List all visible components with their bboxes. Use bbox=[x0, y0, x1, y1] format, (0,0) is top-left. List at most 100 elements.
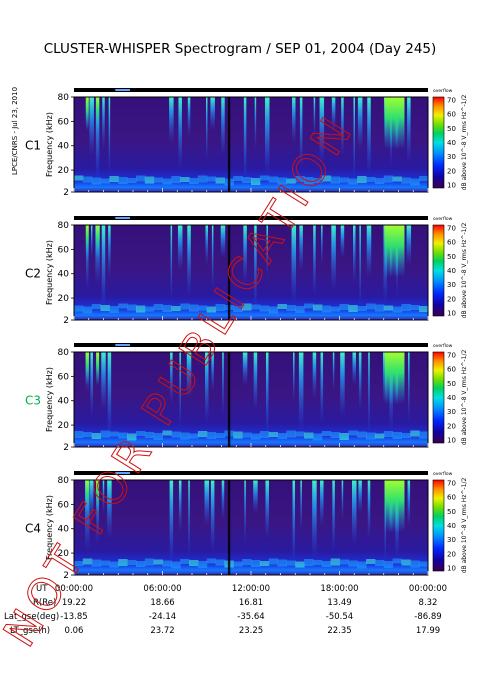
burst-mark bbox=[353, 97, 355, 181]
low-frequency-band-cell bbox=[197, 431, 208, 437]
low-frequency-band-cell bbox=[100, 178, 110, 184]
burst-mark bbox=[170, 352, 173, 405]
low-frequency-band-cell bbox=[277, 304, 287, 309]
burst-mark bbox=[108, 97, 111, 175]
burst-mark bbox=[340, 225, 345, 259]
burst-mark bbox=[366, 225, 372, 278]
burst-mark bbox=[313, 225, 316, 297]
x-axis-value: 18.66 bbox=[150, 598, 174, 608]
low-frequency-band-cell bbox=[383, 431, 394, 437]
low-frequency-band-cell bbox=[242, 177, 252, 183]
low-frequency-band-cell bbox=[268, 558, 279, 565]
burst-mark bbox=[358, 352, 362, 411]
emission-mark bbox=[384, 352, 392, 405]
y-axis-label: Frequency (kHz) bbox=[45, 495, 54, 560]
burst-mark bbox=[178, 97, 182, 169]
low-frequency-band-cell bbox=[419, 306, 429, 312]
colorbar-tick-label: 10 bbox=[447, 310, 456, 318]
emission-mark bbox=[85, 352, 89, 386]
colorbar-tick-label: 20 bbox=[447, 550, 456, 558]
burst-mark bbox=[210, 97, 215, 131]
low-frequency-band-cell bbox=[286, 178, 296, 184]
low-frequency-band-cell bbox=[135, 305, 146, 313]
low-frequency-band-cell bbox=[127, 304, 137, 311]
burst-mark bbox=[222, 352, 224, 417]
y-tick-label: 80 bbox=[58, 476, 70, 486]
low-frequency-band-cell bbox=[109, 176, 119, 182]
low-frequency-band-cell bbox=[251, 178, 261, 185]
colorbar-tick-label: 10 bbox=[447, 437, 456, 445]
burst-mark bbox=[254, 97, 257, 150]
low-frequency-band-cell bbox=[259, 431, 270, 438]
low-frequency-band-cell bbox=[277, 433, 287, 439]
low-frequency-band-cell bbox=[197, 305, 208, 311]
low-frequency-band-cell bbox=[118, 177, 128, 184]
low-frequency-band-cell bbox=[118, 432, 128, 439]
y-tick-label: 60 bbox=[58, 117, 70, 127]
emission-mark bbox=[96, 480, 100, 514]
low-frequency-band-cell bbox=[366, 432, 376, 440]
y-tick-label: 20 bbox=[58, 549, 70, 559]
burst-mark bbox=[320, 480, 324, 526]
low-frequency-band-cell bbox=[419, 561, 429, 567]
x-axis-value: 00:00:00 bbox=[55, 584, 93, 594]
burst-mark bbox=[101, 352, 106, 411]
colorbar-overflow-label: overflow bbox=[433, 471, 453, 477]
low-frequency-band-cell bbox=[339, 304, 349, 310]
low-frequency-band-cell bbox=[144, 432, 155, 438]
x-axis-value: 00:00:00 bbox=[409, 584, 447, 594]
burst-mark bbox=[187, 97, 191, 137]
low-frequency-band-cell bbox=[357, 306, 367, 311]
burst-mark bbox=[358, 480, 362, 514]
burst-mark bbox=[332, 480, 335, 552]
burst-mark bbox=[89, 480, 94, 520]
low-frequency-band-cell bbox=[259, 561, 270, 566]
burst-mark bbox=[101, 225, 106, 309]
burst-mark bbox=[107, 480, 112, 539]
x-axis-value: 13.49 bbox=[327, 598, 351, 608]
low-frequency-band-cell bbox=[242, 559, 252, 565]
colorbar-tick-label: 50 bbox=[447, 125, 456, 133]
low-frequency-band-cell bbox=[419, 176, 429, 181]
burst-mark bbox=[102, 480, 105, 514]
colorbar-tick-label: 60 bbox=[447, 366, 456, 374]
burst-mark bbox=[352, 352, 356, 386]
low-frequency-band-cell bbox=[233, 306, 243, 312]
burst-mark bbox=[186, 352, 192, 398]
low-frequency-band-cell bbox=[277, 177, 287, 185]
burst-mark bbox=[221, 97, 225, 156]
emission-mark bbox=[96, 97, 100, 131]
low-frequency-band-cell bbox=[206, 558, 217, 564]
y-tick-label: 80 bbox=[58, 93, 70, 103]
burst-mark bbox=[90, 352, 93, 417]
colorbar-tick-label: 40 bbox=[447, 267, 456, 275]
burst-mark bbox=[320, 352, 324, 424]
burst-mark bbox=[204, 480, 209, 526]
status-bar-segment bbox=[115, 472, 131, 474]
low-frequency-band-cell bbox=[348, 430, 358, 436]
colorbar-overflow-label: overflow bbox=[433, 88, 453, 94]
low-frequency-band-cell bbox=[410, 305, 420, 310]
low-frequency-band-cell bbox=[330, 306, 340, 312]
low-frequency-band-cell bbox=[410, 430, 420, 437]
low-frequency-band-cell bbox=[91, 304, 102, 309]
low-frequency-band-cell bbox=[74, 175, 84, 181]
low-frequency-band-cell bbox=[374, 560, 385, 566]
low-frequency-band-cell bbox=[339, 559, 349, 565]
burst-mark bbox=[299, 97, 303, 169]
burst-mark bbox=[292, 480, 296, 564]
low-frequency-band-cell bbox=[392, 176, 402, 182]
panel-c4: 80 60 40 20 2 Frequency (kHz) C4 overflow 70 60 50… bbox=[25, 471, 468, 581]
low-frequency-band-cell bbox=[100, 560, 110, 566]
low-frequency-band-cell bbox=[206, 432, 217, 439]
low-frequency-band-cell bbox=[206, 306, 217, 313]
x-axis-value: 23.72 bbox=[150, 626, 174, 636]
burst-mark bbox=[359, 225, 361, 309]
low-frequency-band-cell bbox=[383, 175, 394, 183]
burst-mark bbox=[331, 225, 336, 290]
low-frequency-band-cell bbox=[251, 433, 261, 440]
low-frequency-band-cell bbox=[374, 304, 385, 312]
low-frequency-band-cell bbox=[366, 303, 376, 310]
data-gap-line bbox=[227, 352, 231, 447]
burst-mark bbox=[406, 225, 412, 265]
